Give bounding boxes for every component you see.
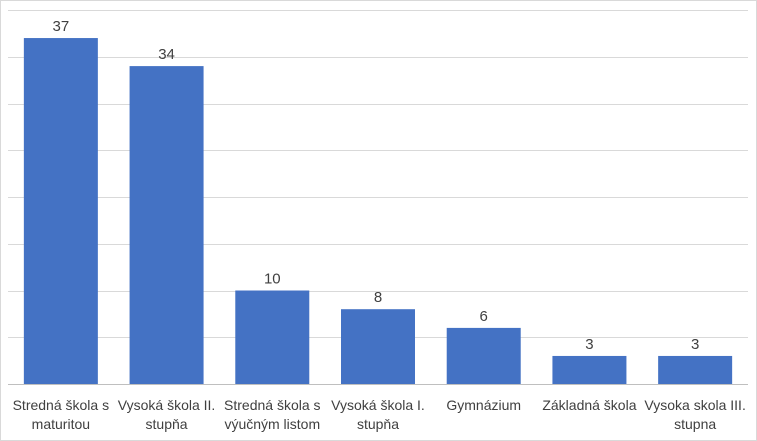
data-label: 3	[691, 336, 699, 353]
bar	[446, 327, 521, 384]
data-label: 10	[264, 271, 281, 288]
category-label: Vysoká škola I. stupňa	[331, 397, 425, 432]
bar	[552, 355, 627, 384]
category-label: Základná škola	[542, 397, 636, 413]
category-label: Stredná škola s maturitou	[13, 397, 110, 432]
bar	[341, 309, 415, 384]
data-label: 3	[585, 336, 593, 353]
bars	[23, 38, 733, 385]
data-label: 37	[53, 18, 70, 35]
bar	[658, 355, 733, 384]
category-label: Vysoka skola III. stupna	[644, 397, 745, 432]
bar	[235, 290, 310, 384]
data-label: 34	[158, 46, 175, 63]
bar	[129, 66, 204, 384]
bar	[23, 38, 98, 385]
category-label: Stredná škola s výučným listom	[224, 397, 321, 432]
category-label: Gymnázium	[446, 397, 521, 413]
category-label: Vysoká škola II. stupňa	[118, 397, 216, 432]
data-label: 6	[480, 308, 488, 325]
data-label: 8	[374, 289, 382, 306]
